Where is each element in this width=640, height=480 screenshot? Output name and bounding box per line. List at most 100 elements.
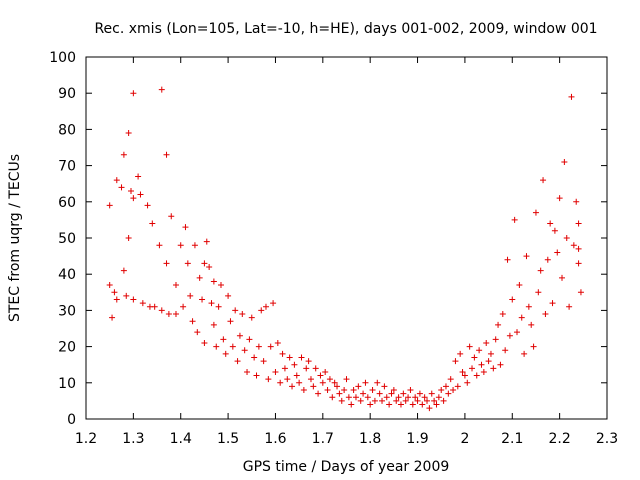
data-point	[180, 303, 187, 310]
x-tick-label: 2.2	[549, 431, 571, 447]
data-point	[362, 379, 369, 386]
data-point	[137, 191, 144, 198]
data-point	[525, 303, 532, 310]
data-point	[199, 296, 206, 303]
data-point	[298, 354, 305, 361]
data-point	[568, 93, 575, 100]
data-point	[428, 390, 435, 397]
data-point	[514, 329, 521, 336]
data-point	[379, 397, 386, 404]
data-point	[144, 202, 151, 209]
data-point	[506, 332, 513, 339]
data-point	[158, 307, 165, 314]
data-point	[355, 383, 362, 390]
data-point	[236, 332, 243, 339]
data-point	[492, 336, 499, 343]
y-tick-label: 30	[58, 303, 76, 319]
x-tick-label: 2	[460, 431, 469, 447]
y-tick-label: 70	[58, 159, 76, 175]
data-point	[575, 260, 582, 267]
data-point	[433, 401, 440, 408]
data-point	[232, 307, 239, 314]
data-point	[307, 376, 314, 383]
data-point	[504, 256, 511, 263]
data-point	[367, 401, 374, 408]
data-point	[341, 387, 348, 394]
data-point	[509, 296, 516, 303]
data-point	[229, 343, 236, 350]
chart-title: Rec. xmis (Lon=105, Lat=-10, h=HE), days…	[94, 21, 597, 37]
data-point	[447, 376, 454, 383]
y-tick-label: 90	[58, 86, 76, 102]
data-point	[426, 405, 433, 412]
data-point	[293, 372, 300, 379]
y-tick-label: 20	[58, 340, 76, 356]
data-point	[511, 216, 518, 223]
data-point	[139, 300, 146, 307]
data-point	[149, 220, 156, 227]
data-point	[575, 220, 582, 227]
y-axis-ticks: 0 10 20 30 40 50 60 70 80 90 100	[49, 50, 607, 428]
data-point	[431, 397, 438, 404]
data-point	[381, 383, 388, 390]
data-point	[499, 311, 506, 318]
data-point	[360, 390, 367, 397]
data-point	[442, 383, 449, 390]
data-point	[421, 394, 428, 401]
data-point	[549, 300, 556, 307]
data-point	[561, 158, 568, 165]
data-point	[111, 289, 118, 296]
data-point	[450, 387, 457, 394]
data-point	[357, 397, 364, 404]
data-point	[457, 350, 464, 357]
data-point	[165, 311, 172, 318]
data-point	[227, 318, 234, 325]
data-point	[281, 365, 288, 372]
data-point	[371, 397, 378, 404]
data-point	[206, 263, 213, 270]
data-point	[241, 347, 248, 354]
data-point	[554, 249, 561, 256]
data-point	[118, 184, 125, 191]
data-point	[388, 390, 395, 397]
y-tick-label: 100	[49, 50, 76, 66]
x-tick-label: 1.6	[264, 431, 286, 447]
data-point	[258, 307, 265, 314]
data-point	[184, 260, 191, 267]
data-point	[473, 372, 480, 379]
y-tick-label: 10	[58, 376, 76, 392]
data-point	[390, 387, 397, 394]
data-point	[570, 242, 577, 249]
data-point	[279, 350, 286, 357]
data-point	[476, 347, 483, 354]
data-point	[575, 245, 582, 252]
data-point	[156, 242, 163, 249]
data-point	[125, 130, 132, 137]
x-tick-label: 1.5	[217, 431, 239, 447]
data-point	[255, 343, 262, 350]
data-point	[168, 213, 175, 220]
data-point	[324, 387, 331, 394]
data-point	[559, 274, 566, 281]
data-point	[315, 390, 322, 397]
data-point	[409, 401, 416, 408]
data-point	[310, 383, 317, 390]
data-point	[556, 195, 563, 202]
data-point	[386, 401, 393, 408]
data-point	[331, 379, 338, 386]
data-point	[485, 358, 492, 365]
data-point	[521, 350, 528, 357]
data-point	[461, 372, 468, 379]
data-point	[577, 289, 584, 296]
x-tick-label: 1.3	[122, 431, 144, 447]
data-point	[106, 282, 113, 289]
data-point	[483, 339, 490, 346]
data-point	[397, 401, 404, 408]
data-point	[419, 401, 426, 408]
data-point	[225, 292, 232, 299]
x-tick-label: 2.1	[501, 431, 523, 447]
data-point	[547, 220, 554, 227]
data-point	[416, 390, 423, 397]
x-axis-ticks: 1.2 1.3 1.4 1.5 1.6 1.7 1.8 1.9 2 2.1 2.2 2.3	[75, 57, 618, 447]
